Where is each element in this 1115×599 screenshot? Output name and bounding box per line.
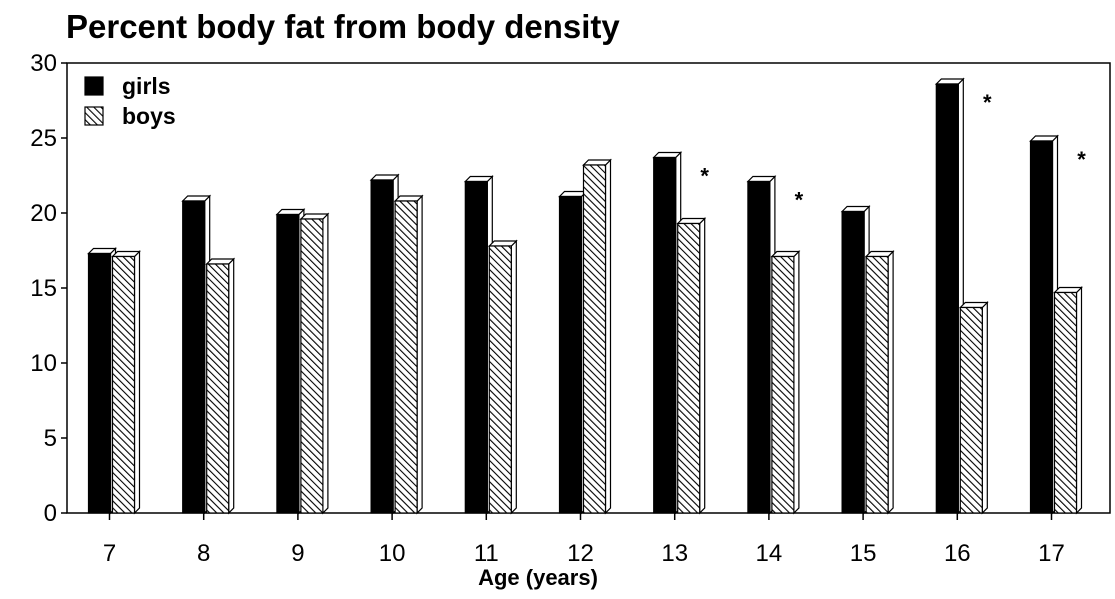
x-tick-label: 8 [197,540,210,567]
legend-swatch [84,106,104,126]
x-tick-label: 9 [291,540,304,567]
x-tick-label: 10 [379,540,406,567]
x-tick-label: 11 [474,540,499,567]
y-tick-label: 25 [30,125,57,152]
legend-item-boys: boys [84,103,176,129]
significance-markers: * * * * [700,90,1086,213]
bar-girls-14 [746,175,777,515]
x-tick-label: 14 [756,540,783,567]
y-axis: 0 5 10 15 20 25 30 [30,50,67,527]
x-tick-label: 15 [850,540,877,567]
significance-marker-13: * [700,164,709,189]
x-tick-label: 13 [661,540,688,567]
y-tick-label: 15 [30,275,57,302]
y-tick-label: 30 [30,50,57,77]
bar-boys-11 [487,239,518,515]
bar-boys-7 [111,250,141,515]
bar-boys-14 [770,250,801,515]
bar-boys-9 [299,212,330,515]
legend-label: boys [122,103,176,129]
bar-boys-15 [864,250,895,515]
bar-girls-12 [558,190,588,515]
significance-marker-14: * [795,188,804,213]
bar-girls-11 [463,175,494,515]
significance-marker-17: * [1077,147,1086,172]
x-tick-label: 17 [1038,540,1065,567]
bar-girls-13 [652,151,683,515]
y-tick-label: 20 [30,200,57,227]
bar-girls-10 [369,173,400,515]
x-tick-label: 7 [103,540,116,567]
legend-label: girls [122,73,171,99]
significance-marker-16: * [983,90,992,115]
x-tick-label: 12 [567,540,594,567]
bar-girls-7 [87,247,117,515]
bar-boys-13 [676,217,707,515]
y-tick-label: 5 [44,425,57,452]
bar-boys-8 [205,257,236,515]
bar-girls-9 [275,208,306,515]
y-tick-label: 10 [30,350,57,377]
bar-girls-8 [181,194,212,515]
x-tick-label: 16 [944,540,971,567]
bar-girls-17 [1029,134,1059,515]
legend: girls boys [84,73,176,129]
bar-boys-12 [582,158,612,515]
legend-item-girls: girls [84,73,171,99]
x-axis: 7 8 9 10 11 12 13 14 15 16 17 [103,513,1065,567]
y-tick-label: 0 [44,500,57,527]
chart-title: Percent body fat from body density [66,8,620,45]
bar-girls-16 [934,77,965,515]
bar-boys-17 [1053,286,1083,515]
legend-swatch [84,76,104,96]
x-axis-label: Age (years) [478,565,598,590]
bar-girls-15 [840,205,871,515]
bar-boys-16 [958,301,989,515]
bars [87,77,1083,515]
bar-boys-10 [393,194,424,515]
